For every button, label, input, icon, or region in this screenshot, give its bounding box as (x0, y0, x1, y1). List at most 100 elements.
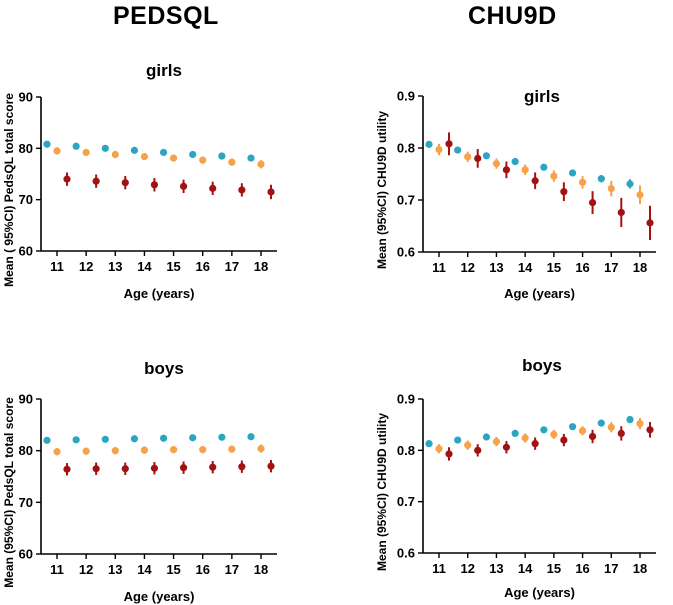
y-tick-label: 0.8 (397, 443, 415, 458)
data-point (445, 140, 453, 148)
data-point (101, 144, 109, 152)
data-point (646, 426, 654, 434)
chu9d-column-title: CHU9D (468, 2, 557, 30)
x-tick-label: 11 (432, 260, 446, 275)
data-point (159, 434, 168, 442)
data-point (435, 445, 443, 453)
data-point (179, 464, 188, 472)
data-point (130, 146, 139, 154)
data-point (72, 436, 80, 444)
data-point (588, 432, 597, 441)
data-point (531, 440, 539, 448)
data-point (474, 154, 482, 162)
data-point (111, 150, 119, 159)
data-point (121, 465, 129, 473)
data-point (482, 152, 491, 160)
data-point (482, 433, 491, 441)
data-point (636, 191, 644, 199)
data-point (607, 184, 615, 193)
data-point (626, 415, 634, 424)
data-point (228, 445, 236, 453)
chu9d-girls-panel: girls 0.6 0.7 0.8 0.9 11 12 13 14 15 16 17 18 Age (ye… (375, 87, 656, 301)
y-tick-label: 0.8 (397, 141, 415, 156)
data-point (43, 140, 51, 148)
x-tick-label: 13 (108, 259, 122, 274)
data-point (464, 441, 472, 449)
data-point (169, 154, 178, 162)
data-point (540, 163, 548, 171)
data-point (540, 426, 548, 434)
y-axis-label: Mean (95%CI) CHU9D utility (375, 413, 389, 571)
data-point (568, 423, 577, 431)
data-point (63, 465, 71, 473)
pedsql-boys-panel: boys 60 70 80 90 11 12 13 14 15 16 17 18 Age (years) M… (2, 359, 277, 604)
y-tick-label: 0.6 (397, 245, 415, 260)
y-tick-label: 0.6 (397, 546, 415, 561)
chu9d-boys-panel: boys 0.6 0.7 0.8 0.9 11 12 13 14 15 16 17 18 Age (yea… (375, 356, 656, 600)
data-point (53, 147, 61, 155)
data-point (228, 158, 236, 166)
panel-title: girls (146, 61, 182, 80)
x-tick-label: 18 (254, 259, 268, 274)
x-tick-label: 11 (50, 562, 64, 577)
data-point (511, 429, 519, 437)
data-point (425, 440, 433, 448)
y-tick-label: 0.7 (397, 193, 415, 208)
data-point (150, 464, 159, 472)
x-tick-label: 13 (489, 561, 503, 576)
x-axis-label: Age (years) (504, 286, 575, 301)
data-point (464, 153, 472, 161)
x-tick-label: 15 (547, 561, 561, 576)
y-axis-label: Mean (95%CI) PedsQL total score (2, 397, 16, 588)
data-point (492, 160, 501, 168)
panel-title: boys (522, 356, 562, 375)
data-point (111, 447, 119, 455)
x-tick-label: 14 (518, 561, 533, 576)
y-axis-label: Mean ( 95%CI) PedsQL total score (2, 93, 16, 287)
data-point (92, 177, 100, 185)
x-tick-label: 12 (79, 562, 93, 577)
data-point (502, 166, 511, 174)
data-point (511, 157, 519, 166)
x-tick-label: 18 (633, 260, 647, 275)
data-point (82, 447, 90, 455)
x-tick-label: 15 (166, 259, 180, 274)
x-tick-label: 11 (432, 561, 446, 576)
data-point (140, 446, 149, 454)
x-tick-label: 16 (575, 260, 589, 275)
data-point (72, 142, 80, 150)
data-point (150, 181, 159, 189)
x-tick-label: 13 (108, 562, 122, 577)
x-axis-label: Age (years) (504, 585, 575, 600)
x-tick-label: 12 (460, 561, 474, 576)
x-tick-label: 17 (225, 562, 239, 577)
data-point (267, 462, 275, 470)
data-point (560, 188, 568, 196)
data-point (43, 436, 51, 444)
data-point (550, 430, 558, 439)
data-point (454, 146, 462, 154)
data-point (267, 188, 275, 196)
y-tick-label: 80 (19, 443, 33, 458)
x-tick-label: 17 (604, 260, 618, 275)
x-tick-label: 14 (518, 260, 533, 275)
x-tick-label: 18 (254, 562, 268, 577)
data-point (636, 420, 644, 428)
data-point (597, 175, 605, 183)
data-point (82, 148, 90, 157)
data-point (92, 465, 100, 473)
x-tick-label: 17 (604, 561, 618, 576)
pedsql-girls-panel: girls 60 70 80 90 11 12 13 14 15 16 17 18 Age (years)… (2, 61, 277, 301)
data-point (474, 446, 482, 454)
data-point (218, 433, 226, 441)
y-tick-label: 0.9 (397, 392, 415, 407)
x-tick-label: 14 (137, 562, 152, 577)
data-point (560, 436, 568, 444)
data-point (218, 152, 226, 160)
data-point (169, 446, 178, 454)
data-point (199, 446, 207, 454)
data-point (179, 182, 188, 190)
data-point (502, 443, 511, 451)
y-tick-label: 60 (19, 244, 33, 259)
